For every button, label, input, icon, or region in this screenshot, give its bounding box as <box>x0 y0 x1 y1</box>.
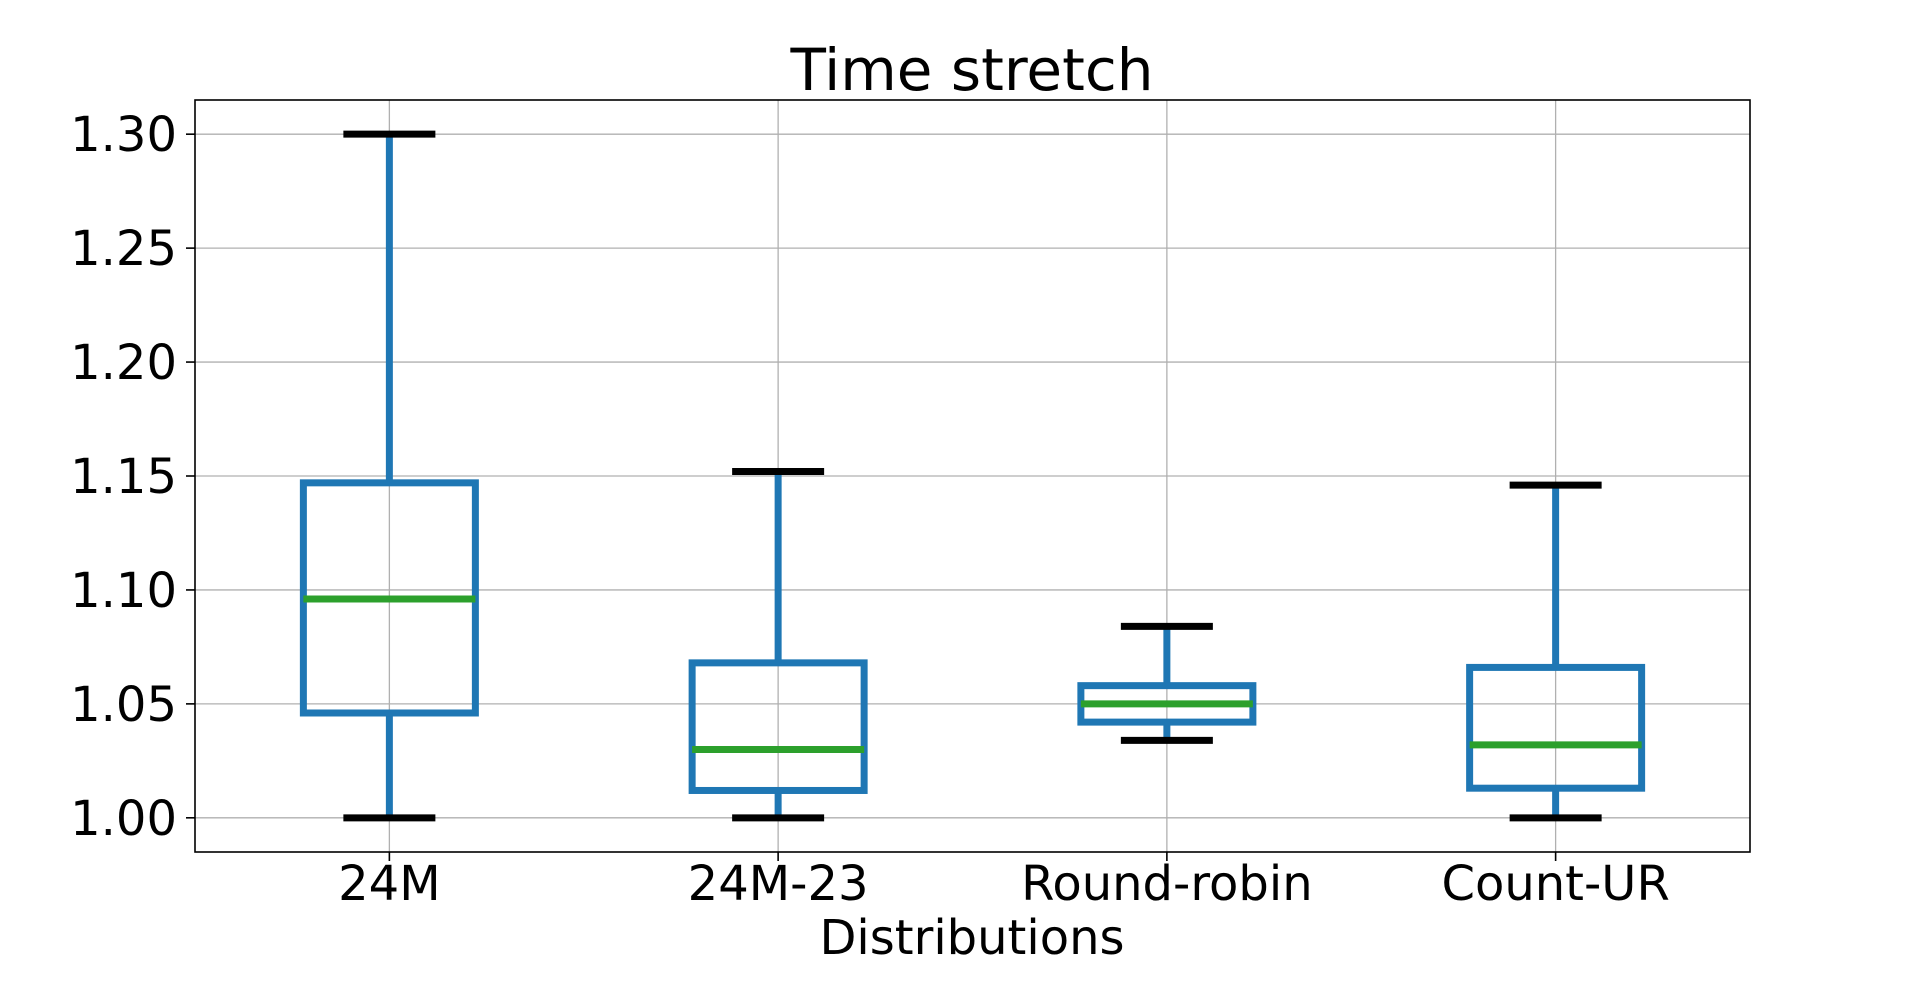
y-tick-label: 1.10 <box>70 563 177 619</box>
box-24m <box>299 130 479 822</box>
chart-title: Time stretch <box>790 36 1154 104</box>
x-tick-label: 24M <box>338 856 441 912</box>
box-round-robin <box>1077 622 1257 744</box>
y-tick-label: 1.30 <box>70 107 177 163</box>
x-axis-ticks: 24M 24M-23 Round-robin Count-UR <box>338 852 1670 912</box>
x-tick-label: Round-robin <box>1021 856 1312 912</box>
y-tick-label: 1.15 <box>70 449 177 505</box>
y-axis-ticks: 1.00 1.05 1.10 1.15 1.20 1.25 1.30 <box>70 107 195 847</box>
y-tick-label: 1.20 <box>70 335 177 391</box>
y-tick-label: 1.25 <box>70 221 177 277</box>
x-tick-label: 24M-23 <box>688 856 869 912</box>
y-tick-label: 1.00 <box>70 791 177 847</box>
iqr-box <box>1466 663 1646 792</box>
iqr-box <box>688 659 868 794</box>
y-tick-label: 1.05 <box>70 677 177 733</box>
x-axis-label: Distributions <box>819 910 1124 966</box>
grid-lines <box>195 100 1750 852</box>
x-tick-label: Count-UR <box>1441 856 1669 912</box>
box-count-ur <box>1466 481 1646 822</box>
boxes <box>299 130 1646 822</box>
box-24m-23 <box>688 467 868 822</box>
